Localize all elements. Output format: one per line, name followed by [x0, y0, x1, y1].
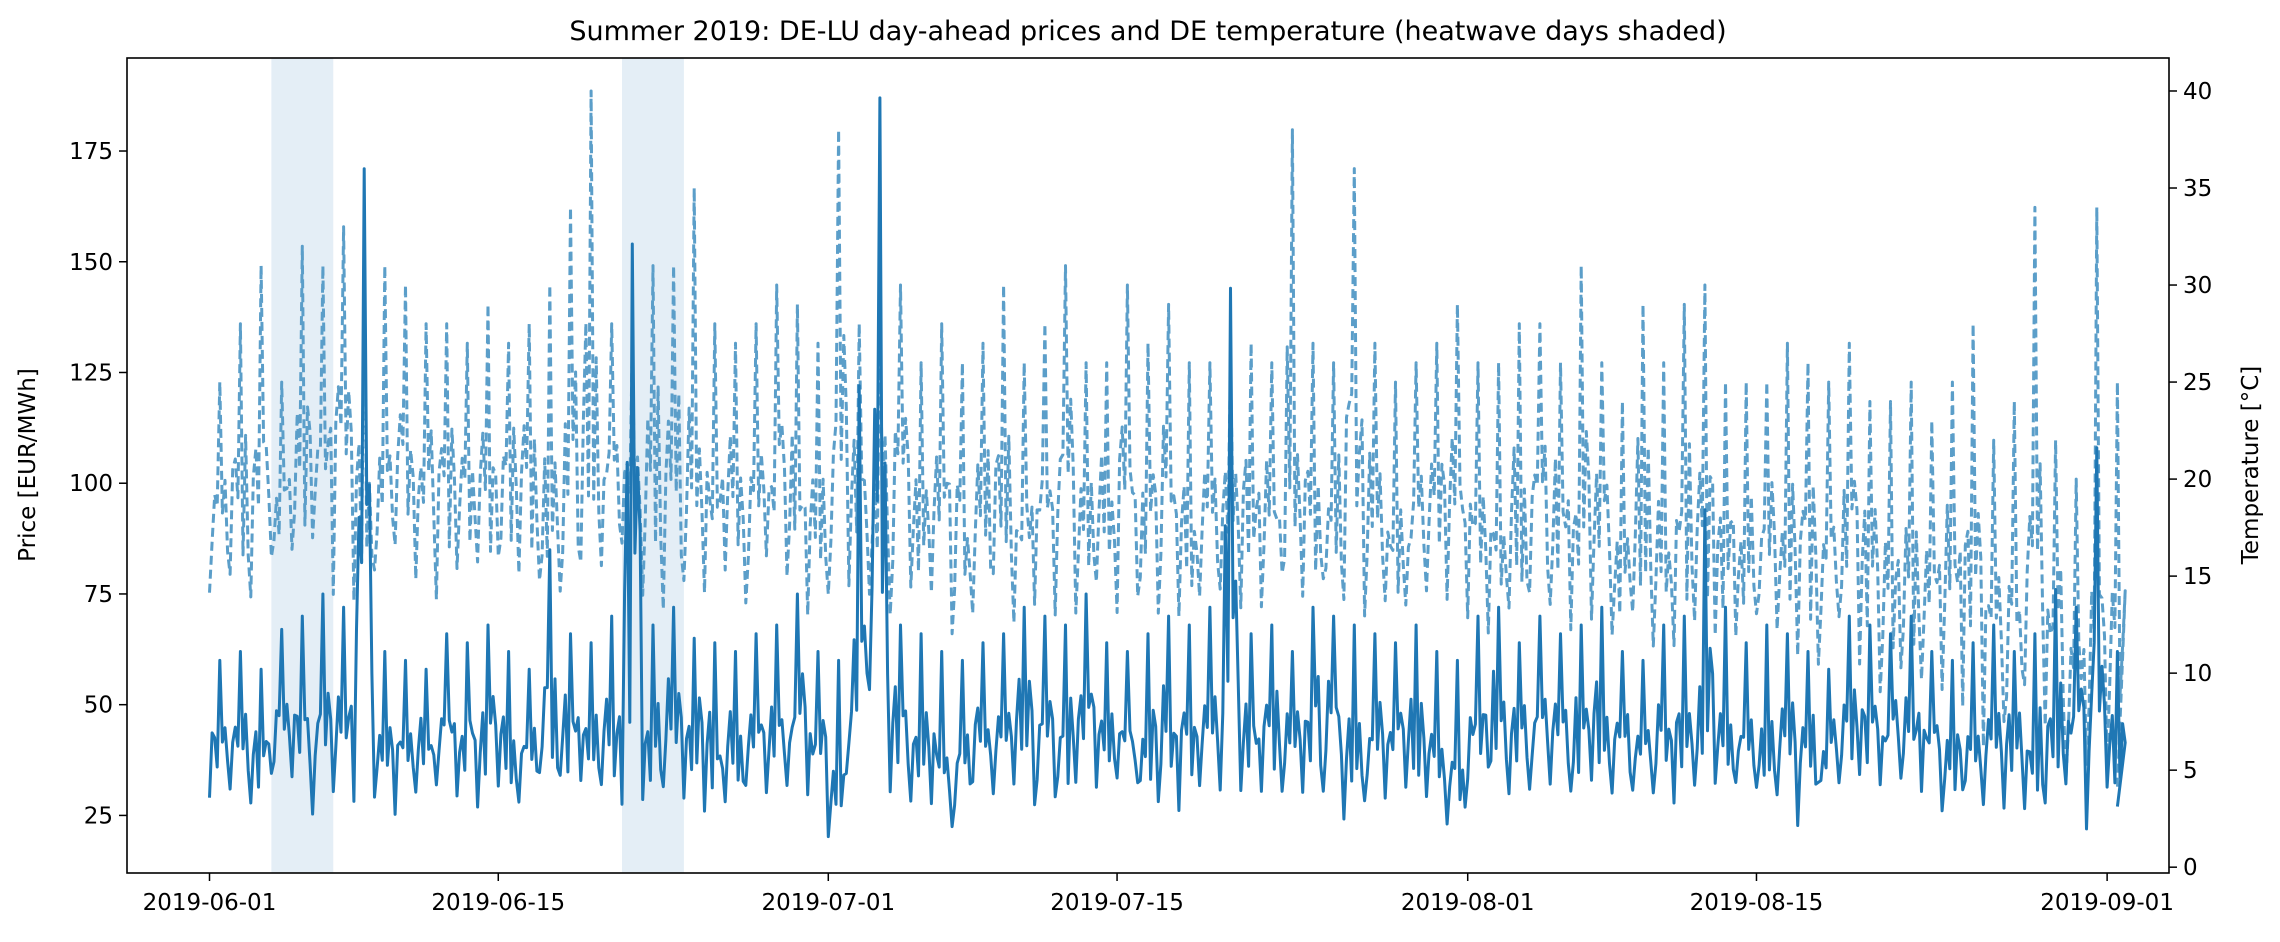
y2-axis-label: Temperature [°C]: [2238, 366, 2264, 566]
x-tick-label: 2019-08-15: [1690, 890, 1824, 916]
heatwave-shading: [271, 58, 684, 873]
y-axis-left: 25 50 75 100 125 150 175: [69, 139, 127, 829]
x-tick-label: 2019-08-01: [1401, 890, 1535, 916]
y-tick-label: 100: [69, 471, 113, 497]
y-tick-label: 150: [69, 250, 113, 276]
x-tick-label: 2019-07-01: [761, 890, 895, 916]
y-tick-label: 175: [69, 139, 113, 165]
y2-tick-label: 5: [2183, 758, 2198, 784]
y2-tick-label: 25: [2183, 370, 2212, 396]
y-tick-label: 50: [84, 693, 113, 719]
y2-tick-label: 40: [2183, 79, 2212, 105]
x-tick-label: 2019-07-15: [1050, 890, 1184, 916]
x-axis: 2019-06-01 2019-06-15 2019-07-01 2019-07-15…: [143, 873, 2174, 916]
y-axis-label: Price [EUR/MWh]: [15, 368, 41, 562]
x-tick-label: 2019-06-15: [431, 890, 565, 916]
plot-frame: [126, 57, 2170, 874]
y-tick-label: 125: [69, 360, 113, 386]
price-line: [208, 96, 2127, 839]
y-tick-label: 75: [84, 582, 113, 608]
price-series: [208, 96, 2127, 839]
y-axis-right: 0 5 10 15 20 25 30 35 40: [2169, 79, 2212, 881]
y-tick-label: 25: [84, 803, 113, 829]
y2-tick-label: 0: [2183, 855, 2198, 881]
y2-tick-label: 30: [2183, 273, 2212, 299]
y2-tick-label: 10: [2183, 661, 2212, 687]
temperature-series: [208, 89, 2127, 790]
y2-tick-label: 35: [2183, 176, 2212, 202]
chart-title: Summer 2019: DE-LU day-ahead prices and …: [569, 16, 1726, 47]
x-tick-label: 2019-06-01: [143, 890, 277, 916]
y2-tick-label: 15: [2183, 564, 2212, 590]
temperature-line: [208, 89, 2127, 790]
x-tick-label: 2019-09-01: [2040, 890, 2174, 916]
y2-tick-label: 20: [2183, 467, 2212, 493]
